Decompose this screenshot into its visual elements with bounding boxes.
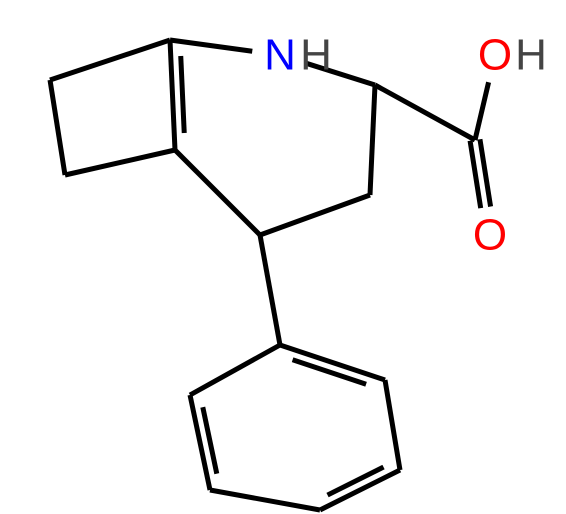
atom-label: O (478, 31, 512, 80)
atom-label: H (515, 31, 547, 80)
atom-label: N (264, 31, 296, 80)
molecule-diagram: NHOHO (0, 0, 566, 514)
atom-label: O (473, 211, 507, 260)
atom-label: H (300, 31, 332, 80)
